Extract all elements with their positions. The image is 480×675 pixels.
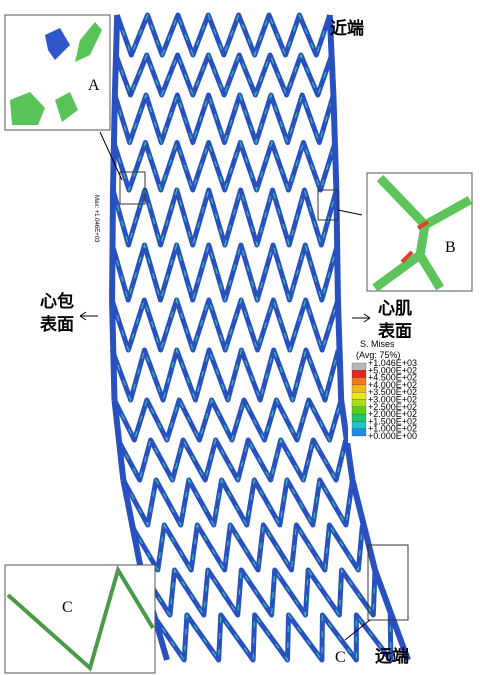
legend-swatch <box>352 400 366 407</box>
strut <box>131 525 362 570</box>
strut <box>114 143 335 191</box>
legend-swatch <box>352 429 366 436</box>
distal-label: 远端 <box>375 646 409 667</box>
edge <box>352 480 375 570</box>
edge <box>112 190 113 300</box>
edge <box>112 300 114 400</box>
myocardial-label: 心肌 <box>378 299 412 319</box>
strut <box>112 245 337 300</box>
strut <box>116 55 332 95</box>
legend-swatch <box>352 363 366 370</box>
edge <box>113 95 115 190</box>
strut <box>153 615 391 660</box>
max-note: Max: +1.046E+03 <box>93 195 99 243</box>
legend-title: S. Mises <box>360 339 395 349</box>
legend-swatch <box>352 421 366 428</box>
legend-swatch <box>352 385 366 392</box>
edge <box>338 300 341 400</box>
edge <box>115 15 117 95</box>
edge <box>333 95 336 190</box>
arrow <box>80 312 98 320</box>
strut <box>112 350 338 400</box>
legend-swatch <box>352 414 366 421</box>
inset-label: C <box>62 599 73 616</box>
legend: S. Mises (Avg: 75%) +1.046E+03+5.000E+02… <box>348 338 448 443</box>
strut <box>117 15 330 55</box>
pericardial-label: 心包 <box>40 291 74 312</box>
inset-label: A <box>88 77 100 94</box>
legend-swatch <box>352 378 366 385</box>
strut <box>141 570 375 615</box>
pericardial-label: 表面 <box>40 314 74 335</box>
inset-label: B <box>445 239 456 256</box>
proximal-label: 近端 <box>330 18 364 39</box>
stent-model <box>112 15 408 660</box>
legend-entry: +0.000E+00 <box>368 431 417 441</box>
strut <box>112 300 338 350</box>
legend-swatch <box>352 407 366 414</box>
callout-label: C <box>335 649 346 666</box>
strut <box>113 190 336 245</box>
arrow <box>352 314 370 322</box>
legend-swatch <box>352 392 366 399</box>
figure: A B C Max: +1.046E+03 C 近端 远端 心包 表面 心肌 表… <box>0 0 480 675</box>
strut <box>123 480 352 525</box>
legend-swatch <box>352 370 366 377</box>
